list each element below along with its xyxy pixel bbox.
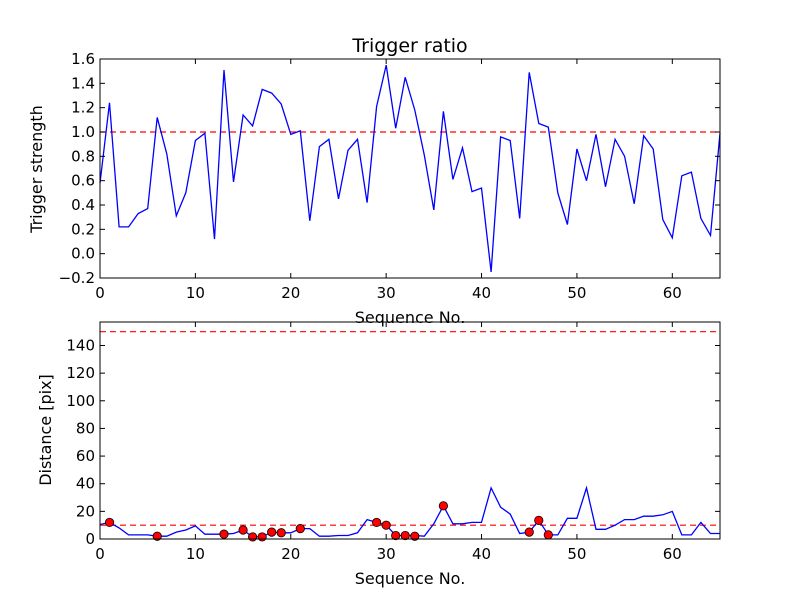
y-tick-label: 20 (76, 502, 95, 520)
x-tick-label: 0 (95, 545, 105, 563)
y-tick-label: 120 (66, 364, 95, 382)
data-point-marker (391, 530, 401, 541)
y-tick-label: 1.0 (71, 123, 95, 141)
y-tick-labels: 0 20 40 60 80 100 120 140 (66, 336, 95, 548)
trigger-ratio-chart: Trigger ratio Sequence No. Trigger stren… (27, 35, 721, 327)
y-tick-label: 0.8 (71, 147, 95, 165)
y-tick-label: −0.2 (59, 269, 95, 287)
data-point-marker (257, 532, 267, 542)
x-tick-label: 40 (472, 545, 491, 563)
x-tick-label: 60 (663, 545, 682, 563)
y-tick-label: 140 (66, 336, 95, 354)
y-tick-labels: −0.2 0.0 0.2 0.4 0.6 0.8 1.0 1.2 1.4 1.6 (59, 50, 95, 287)
x-tick-labels: 0 10 20 30 40 50 60 (95, 545, 682, 563)
data-point-marker (372, 517, 382, 528)
distance-chart: Sequence No. Distance [pix] 0 10 20 30 4… (36, 321, 721, 588)
y-tick-label: 0.6 (71, 172, 95, 190)
y-tick-label: 80 (76, 419, 95, 437)
x-tick-label: 60 (663, 284, 682, 302)
y-tick-label: 1.6 (71, 50, 95, 68)
x-tick-label: 50 (567, 545, 586, 563)
chart-title: Trigger ratio (351, 35, 467, 57)
y-tick-label: 100 (66, 392, 95, 410)
data-point-marker (295, 524, 305, 534)
x-tick-label: 50 (567, 284, 586, 302)
data-point-marker (381, 520, 391, 530)
data-point-marker (438, 501, 448, 511)
y-tick-label: 1.2 (71, 99, 95, 117)
y-axis-label: Distance [pix] (36, 374, 55, 486)
data-point-marker (524, 527, 534, 537)
x-tick-label: 20 (281, 284, 300, 302)
y-tick-label: 0.4 (71, 196, 95, 214)
x-tick-label: 30 (377, 545, 396, 563)
data-point-marker (219, 529, 229, 539)
data-point-marker (104, 517, 115, 528)
plot-frame (99, 58, 721, 279)
y-tick-label: 60 (76, 447, 95, 465)
x-tick-label: 10 (186, 545, 205, 563)
x-tick-labels: 0 10 20 30 40 50 60 (95, 284, 682, 302)
threshold-line-group (100, 331, 720, 526)
y-axis-label: Trigger strength (27, 105, 46, 234)
data-point-marker (238, 525, 248, 535)
series-line (99, 64, 721, 272)
data-point-marker (248, 532, 258, 542)
x-tick-label: 20 (281, 545, 300, 563)
x-tick-label: 0 (95, 284, 105, 302)
y-tick-label: 0.0 (71, 245, 95, 263)
x-axis-label: Sequence No. (355, 308, 466, 327)
data-point-marker (400, 530, 410, 541)
y-tick-label: 1.4 (71, 74, 95, 92)
x-tick-label: 40 (472, 284, 491, 302)
x-tick-label: 30 (377, 284, 396, 302)
data-point-marker (410, 531, 420, 541)
data-point-marker (276, 528, 286, 538)
x-axis-label: Sequence No. (355, 569, 466, 588)
y-tick-label: 0 (85, 530, 95, 548)
y-tick-label: 0.2 (71, 220, 95, 238)
marker-points (104, 501, 553, 542)
x-tick-label: 10 (186, 284, 205, 302)
y-tick-label: 40 (76, 475, 95, 493)
data-point-marker (534, 515, 544, 525)
data-point-marker (267, 527, 277, 537)
series-line (99, 485, 720, 538)
plot-frame (99, 321, 721, 540)
data-point-marker (543, 530, 553, 540)
data-point-marker (152, 531, 162, 541)
